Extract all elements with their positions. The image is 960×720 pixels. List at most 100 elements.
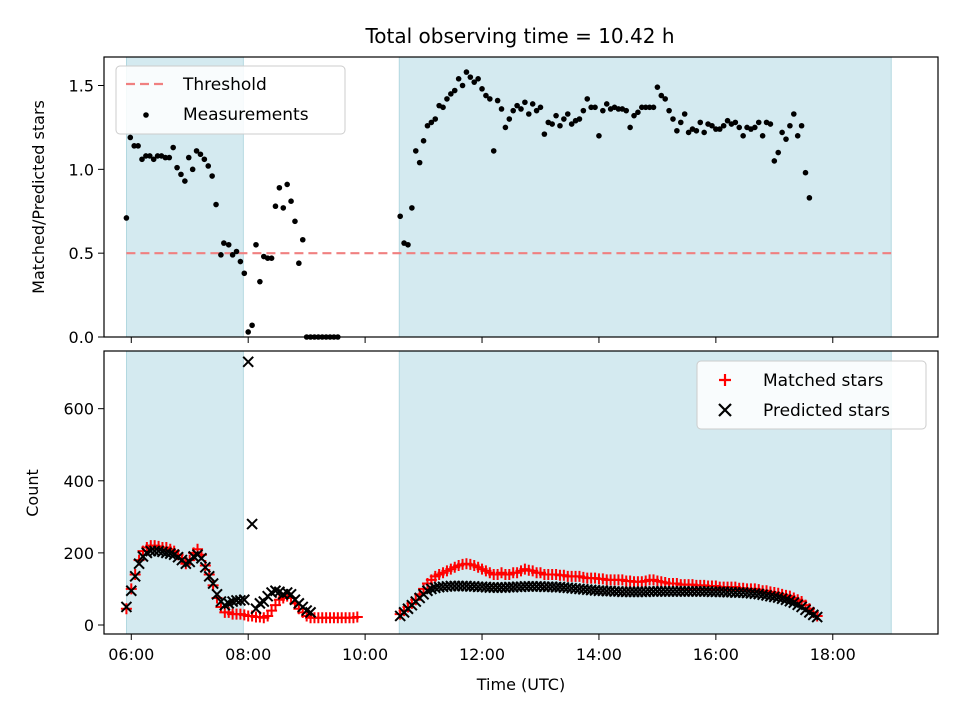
measurement-point — [677, 119, 684, 126]
measurement-point — [713, 126, 719, 132]
measurement-point — [451, 87, 458, 94]
measurement-point — [498, 106, 505, 112]
measurement-point — [525, 111, 532, 117]
measurement-point — [193, 148, 200, 154]
measurement-point — [218, 252, 224, 258]
measurement-point — [182, 178, 188, 184]
bottom-legend-box — [696, 360, 927, 430]
measurement-point — [693, 127, 700, 134]
measurement-point — [467, 74, 474, 80]
measurement-point — [658, 92, 665, 99]
measurement-point — [288, 198, 294, 204]
measurement-point — [249, 322, 255, 329]
measurement-point — [139, 156, 145, 163]
legend-predicted-swatch — [718, 403, 732, 417]
top-y-ticks: 0.0 0.5 1.0 1.5 — [69, 77, 104, 347]
measurement-point — [568, 121, 575, 127]
measurement-point — [584, 96, 591, 102]
predicted-star-point — [207, 577, 219, 590]
measurement-point — [564, 111, 571, 117]
measurement-point — [205, 163, 212, 169]
measurement-point — [448, 91, 454, 97]
measurement-point — [646, 104, 653, 111]
predicted-star-point — [211, 588, 223, 601]
measurement-point — [779, 129, 785, 136]
measurement-point — [670, 116, 676, 122]
measurement-point — [154, 153, 161, 159]
measurement-point — [557, 122, 563, 129]
measurement-point — [798, 122, 805, 129]
measurement-point — [409, 205, 415, 211]
measurement-point — [767, 121, 774, 127]
measurement-point — [424, 122, 431, 129]
measurement-point — [150, 156, 157, 163]
x-tick-label: 16:00 — [693, 645, 739, 664]
measurement-point — [654, 84, 661, 90]
measurement-point — [455, 75, 462, 82]
measurement-point — [533, 107, 540, 114]
measurement-point — [135, 143, 141, 149]
measurement-point — [428, 119, 435, 126]
measurement-point — [189, 166, 196, 173]
y-tick-label: 0.0 — [69, 328, 94, 347]
measurement-point — [197, 151, 204, 158]
predicted-star-point — [258, 595, 270, 608]
measurement-point — [487, 96, 493, 102]
measurement-point — [475, 75, 481, 82]
measurement-point — [697, 119, 704, 126]
measurement-point — [272, 203, 279, 210]
measurement-point — [459, 82, 466, 89]
measurement-point — [506, 116, 513, 122]
measurement-point — [518, 106, 524, 112]
measurement-point — [709, 122, 715, 129]
measurement-point — [131, 143, 138, 149]
matched-star-point — [120, 603, 132, 615]
legend-predicted-label: Predicted stars — [763, 401, 890, 421]
top-x-ticks — [130, 337, 834, 343]
x-tick-label: 14:00 — [576, 645, 622, 664]
measurement-point — [416, 159, 423, 166]
measurement-point — [623, 107, 630, 114]
measurement-point — [592, 104, 598, 111]
measurement-point — [257, 278, 263, 285]
predicted-star-point — [203, 570, 215, 583]
measurement-point — [490, 148, 497, 154]
predicted-star-point — [246, 518, 258, 530]
predicted-star-point — [776, 592, 788, 605]
measurement-point — [627, 124, 633, 131]
measurement-point — [268, 255, 275, 261]
y-tick-label: 400 — [63, 472, 94, 491]
measurement-point — [253, 241, 259, 248]
predicted-star-point — [133, 557, 145, 570]
measurement-point — [701, 129, 707, 136]
measurement-point — [771, 158, 778, 164]
measurement-point — [755, 119, 762, 126]
measurement-point — [221, 240, 227, 246]
measurement-point — [420, 138, 427, 144]
measurement-point — [752, 124, 758, 131]
predicted-star-point — [195, 552, 208, 565]
measurement-point — [162, 154, 169, 161]
x-tick-label: 18:00 — [810, 645, 856, 664]
measurement-point — [529, 101, 536, 107]
measurement-point — [549, 121, 555, 127]
measurement-point — [736, 124, 743, 131]
matched-star-point — [207, 579, 219, 591]
measurement-point — [759, 133, 766, 139]
measurement-point — [166, 154, 173, 161]
measurement-point — [794, 133, 801, 139]
x-tick-label: 06:00 — [108, 645, 154, 664]
measurement-point — [732, 119, 739, 126]
predicted-stars-points — [120, 356, 823, 623]
predicted-star-point — [120, 601, 133, 613]
bottom-y-axis-label: Count — [23, 469, 42, 517]
measurement-point — [775, 149, 782, 156]
measurement-point — [639, 104, 645, 111]
top-panel: Total observing time = 10.42 h 0.0 0.5 1.0… — [29, 24, 939, 347]
measurement-point — [681, 111, 688, 117]
predicted-star-point — [164, 547, 176, 560]
predicted-star-point — [242, 356, 254, 368]
legend-measurements-swatch — [143, 112, 149, 118]
measurement-point — [397, 213, 403, 220]
